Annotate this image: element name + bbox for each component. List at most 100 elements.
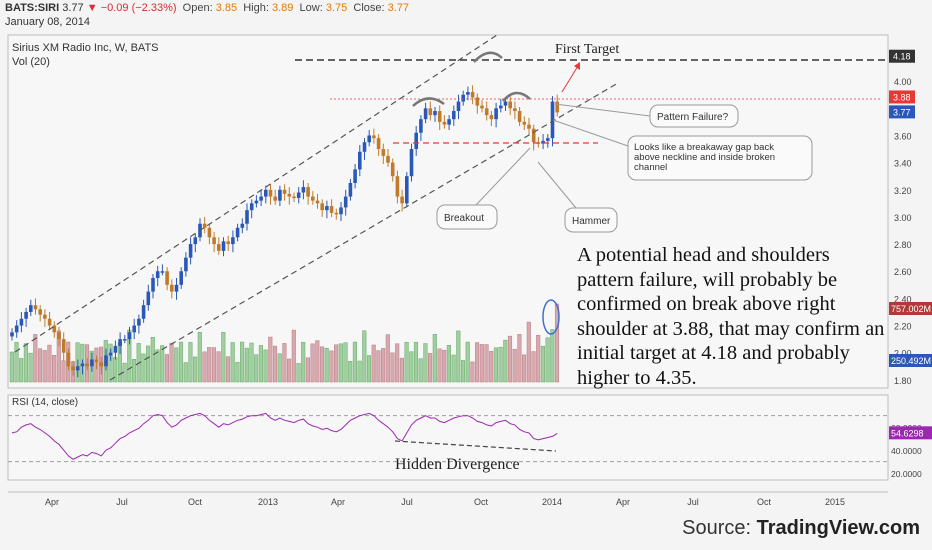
candle-body <box>503 101 508 106</box>
gap-note-line-1: Looks like a breakaway gap back <box>634 142 774 153</box>
candle-body <box>19 318 24 326</box>
price-tick-label: 3.20 <box>894 186 912 196</box>
volume-bar <box>348 361 353 383</box>
source-credit: Source: TradingView.com <box>682 517 920 540</box>
candle-body <box>38 309 42 315</box>
volume-bar <box>413 341 419 383</box>
candle-body <box>90 359 94 367</box>
candle-body <box>405 176 409 204</box>
candle-body <box>127 332 132 340</box>
volume-bar <box>404 341 409 383</box>
price-tick-label: 3.00 <box>894 213 912 223</box>
volume-bar <box>221 332 226 383</box>
volume-bar <box>319 346 325 383</box>
price-tick-label: 2.00 <box>894 349 912 359</box>
candle-body <box>108 352 113 356</box>
candle-body <box>193 237 198 245</box>
rsi-badge <box>889 426 932 440</box>
volume-bar <box>432 334 437 383</box>
price-change: −0.09 (−2.33%) <box>100 2 177 14</box>
volume-bar <box>178 341 184 383</box>
candle-body <box>386 155 390 163</box>
candle-body <box>409 149 414 177</box>
source-prefix: Source: <box>682 517 757 539</box>
volume-bar <box>428 353 433 383</box>
time-tick-label: Apr <box>616 497 630 507</box>
candle-body <box>123 339 127 341</box>
volume-badge-label: 250.492M <box>891 356 931 366</box>
candle-body <box>282 189 287 194</box>
price-tick-label: 3.60 <box>894 131 912 141</box>
volume-bar <box>150 337 155 383</box>
volume-bar <box>291 329 296 383</box>
volume-bar <box>272 345 278 383</box>
volume-bar <box>174 347 179 383</box>
price-tick-label: 2.80 <box>894 240 912 250</box>
rsi-line <box>11 412 558 460</box>
volume-bar <box>235 361 240 383</box>
hammer-label: Hammer <box>572 216 611 227</box>
price-tick-label: 2.40 <box>894 294 912 304</box>
volume-bar <box>23 343 28 383</box>
candle-body <box>390 162 395 177</box>
volume-bar <box>258 345 263 383</box>
low-label: Low: <box>299 2 323 14</box>
candle-body <box>94 359 99 363</box>
volume-bar <box>446 344 451 383</box>
candle-body <box>372 135 376 139</box>
candle-body <box>207 227 212 238</box>
pattern-failure-box <box>649 104 739 128</box>
high-label: High: <box>243 2 269 14</box>
candle-body <box>47 318 52 326</box>
volume-bar <box>545 337 550 383</box>
volume-bar <box>164 354 169 383</box>
volume-bar <box>437 348 442 383</box>
pane-title: Sirius XM Radio Inc, W, BATS <box>12 42 159 54</box>
volume-bar <box>315 340 320 383</box>
volume-bar <box>409 351 414 383</box>
candle-body <box>240 223 245 228</box>
volume-bar <box>489 351 494 383</box>
volume-bar <box>202 351 207 383</box>
volume-bar <box>475 342 480 383</box>
target-arrow-head <box>574 62 580 70</box>
candle-body <box>367 135 371 143</box>
price-tick-label: 4.00 <box>894 77 912 87</box>
volume-bar <box>301 342 306 383</box>
header-date: January 08, 2014 <box>5 16 91 28</box>
candle-body <box>489 115 494 120</box>
volume-bar <box>338 343 343 383</box>
volume-bar <box>28 352 33 383</box>
volume-bar <box>381 348 386 383</box>
volume-bar <box>225 356 231 383</box>
time-tick-label: 2014 <box>542 497 562 507</box>
volume-bar <box>324 347 329 383</box>
candle-body <box>212 237 216 245</box>
candle-body <box>29 305 33 312</box>
volume-bar <box>362 330 367 383</box>
candle-body <box>456 101 461 112</box>
volume-bar <box>470 361 475 383</box>
hidden-divergence-label: Hidden Divergence <box>395 456 520 473</box>
volume-spike-circle <box>542 299 560 335</box>
volume-bar <box>197 331 202 383</box>
candle-body <box>311 196 315 201</box>
volume-bar <box>366 355 372 383</box>
volume-bar <box>146 345 151 383</box>
candle-body <box>334 212 339 215</box>
candle-body <box>137 318 141 326</box>
price-badge-label: 3.77 <box>893 107 911 117</box>
candle-body <box>320 203 324 211</box>
volume-bar <box>287 358 292 383</box>
volume-bar <box>282 343 287 383</box>
volume-bar <box>42 350 47 383</box>
volume-bar <box>310 343 315 383</box>
candle-body <box>433 111 437 116</box>
candle-body <box>301 187 306 193</box>
volume-bar <box>19 358 24 383</box>
breakout-box <box>436 204 498 230</box>
volume-bar <box>376 350 381 383</box>
volume-bar <box>169 342 174 383</box>
candle-body <box>235 227 240 238</box>
volume-badge <box>889 302 932 315</box>
